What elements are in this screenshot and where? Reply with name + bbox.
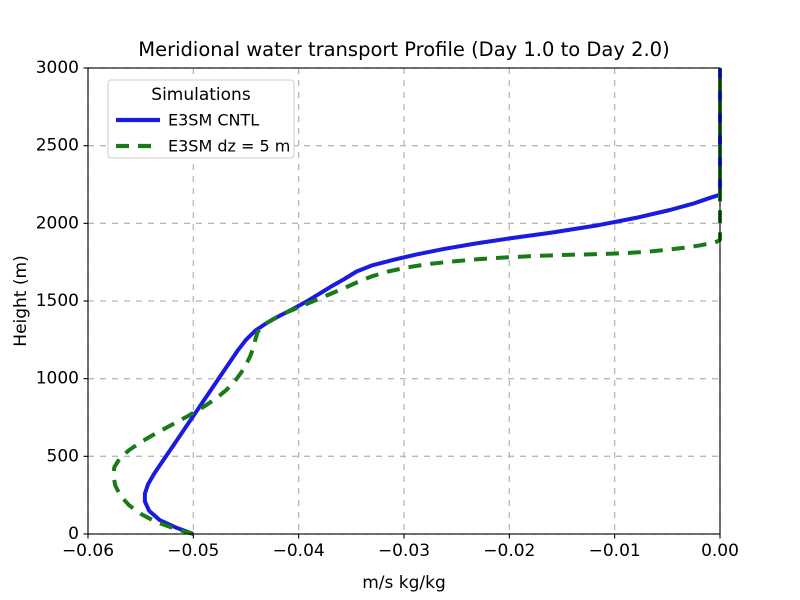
y-tick-label: 2500	[36, 136, 79, 156]
x-tick-label: −0.05	[167, 541, 219, 561]
legend-title: Simulations	[151, 85, 251, 105]
y-tick-label: 2000	[36, 213, 79, 233]
x-tick-label: 0.00	[701, 541, 739, 561]
legend-label-2: E3SM dz = 5 m	[168, 137, 290, 156]
x-tick-label: −0.01	[589, 541, 641, 561]
axis-ticks: −0.06 −0.05 −0.04 −0.03 −0.02 −0.01 0.00 0 500 10…	[36, 58, 739, 561]
x-tick-label: −0.06	[62, 541, 114, 561]
y-tick-label: 3000	[36, 58, 79, 78]
data-series-group	[111, 68, 722, 536]
x-tick-label: −0.03	[378, 541, 430, 561]
y-tick-label: 0	[68, 524, 79, 544]
x-axis-label: m/s kg/kg	[362, 573, 446, 593]
legend[interactable]: Simulations E3SM CNTL E3SM dz = 5 m	[107, 79, 295, 159]
page-title: Meridional water transport Profile (Day …	[138, 38, 669, 61]
legend-box	[107, 79, 295, 159]
legend-label-1: E3SM CNTL	[168, 111, 259, 130]
y-tick-label: 1500	[36, 291, 79, 311]
y-axis-label: Height (m)	[11, 255, 31, 346]
y-tick-label: 500	[47, 446, 79, 466]
y-tick-label: 1000	[36, 369, 79, 389]
x-tick-label: −0.04	[273, 541, 325, 561]
series-line-2	[111, 68, 722, 536]
x-tick-label: −0.02	[483, 541, 535, 561]
